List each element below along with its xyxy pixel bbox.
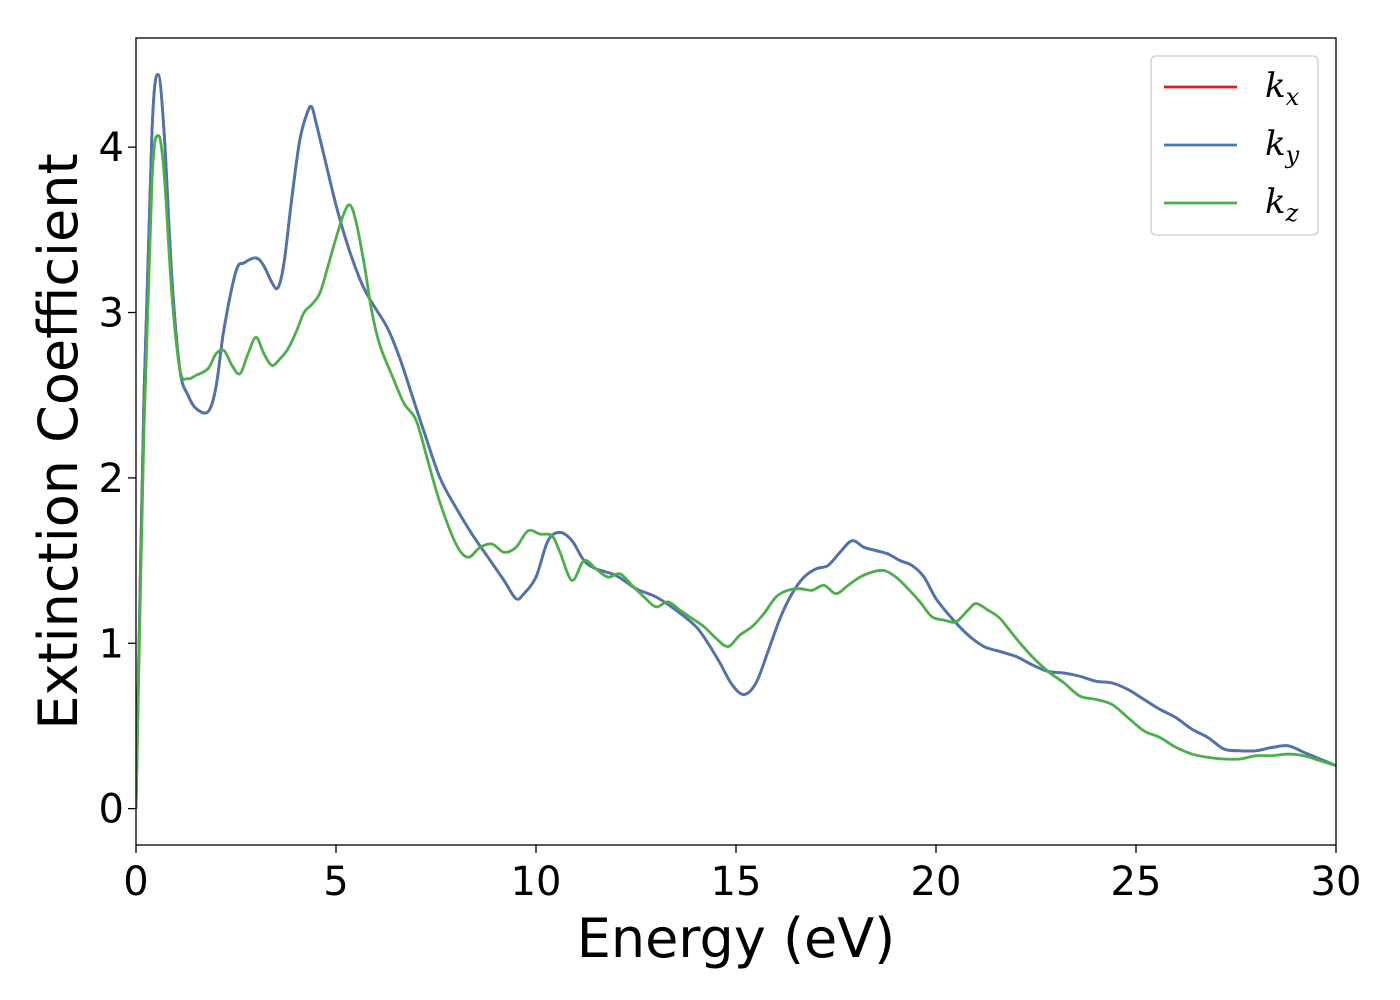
y-tick-label: 3 bbox=[99, 291, 124, 337]
x-axis-title: Energy (eV) bbox=[577, 907, 896, 970]
legend-label: ky bbox=[1265, 124, 1300, 169]
y-tick-label: 2 bbox=[99, 456, 124, 502]
x-tick-label: 10 bbox=[511, 859, 562, 905]
x-tick-label: 25 bbox=[1111, 859, 1162, 905]
y-tick-label: 4 bbox=[99, 125, 124, 171]
x-tick-label: 0 bbox=[123, 859, 148, 905]
x-axis: 0 5 10 15 20 25 30 bbox=[123, 845, 1361, 905]
y-tick-label: 0 bbox=[99, 787, 124, 833]
legend-label: kz bbox=[1265, 182, 1299, 227]
y-axis: 0 1 2 3 4 bbox=[99, 125, 136, 833]
x-tick-label: 30 bbox=[1311, 859, 1362, 905]
y-tick-label: 1 bbox=[99, 621, 124, 667]
series-layer bbox=[136, 72, 1336, 809]
x-tick-label: 20 bbox=[911, 859, 962, 905]
y-axis-title: Extinction Coefficient bbox=[27, 153, 90, 729]
series-line-kz bbox=[136, 134, 1336, 809]
series-line-ky bbox=[136, 72, 1336, 809]
x-tick-label: 5 bbox=[323, 859, 348, 905]
legend-label: kx bbox=[1265, 66, 1300, 111]
x-tick-label: 15 bbox=[711, 859, 762, 905]
legend: kx ky kz bbox=[1150, 55, 1319, 236]
